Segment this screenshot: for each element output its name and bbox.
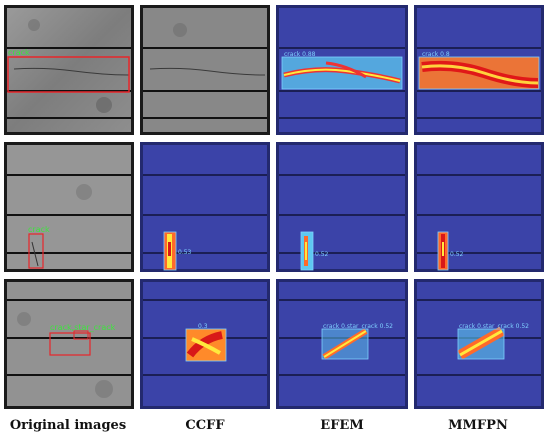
panel-row1-efem: crack 0.88 bbox=[276, 5, 408, 135]
panel-row3-mmfpn: crack 0.star_crack 0.52 bbox=[414, 279, 544, 409]
column-label-ccff: CCFF bbox=[185, 418, 225, 433]
panel-row2-ccff: 0.53 bbox=[140, 142, 270, 272]
gt-box bbox=[49, 332, 91, 356]
panel-row2-efem: 0.52 bbox=[276, 142, 408, 272]
pred-label: 0.52 bbox=[450, 251, 464, 258]
pred-box bbox=[457, 328, 505, 360]
panel-row1-mmfpn: crack 0.8 bbox=[414, 5, 544, 135]
gt-label: crack,star_crack bbox=[50, 323, 116, 332]
panel-row2-original: crack bbox=[4, 142, 134, 272]
pred-label: crack 0.star_crack 0.52 bbox=[459, 323, 529, 330]
gt-box-small bbox=[73, 330, 89, 340]
panel-row3-ccff: 0.3 bbox=[140, 279, 270, 409]
pred-box bbox=[321, 328, 369, 360]
panel-row1-original: crack bbox=[4, 5, 134, 135]
panel-row2-mmfpn: 0.52 bbox=[414, 142, 544, 272]
panel-row1-ccff bbox=[140, 5, 270, 135]
pred-label: crack 0.star_crack 0.52 bbox=[323, 323, 393, 330]
pred-label: 0.3 bbox=[198, 323, 208, 330]
pred-box bbox=[185, 328, 227, 362]
pred-box bbox=[418, 56, 540, 90]
column-label-efem: EFEM bbox=[320, 418, 364, 433]
gt-label: crack bbox=[8, 48, 30, 57]
panel-row3-efem: crack 0.star_crack 0.52 bbox=[276, 279, 408, 409]
panel-row3-original: crack,star_crack bbox=[4, 279, 134, 409]
gt-box bbox=[7, 56, 130, 93]
pred-box bbox=[300, 231, 314, 271]
pred-label: crack 0.8 bbox=[422, 51, 450, 58]
pred-label: 0.52 bbox=[315, 251, 329, 258]
column-label-mmfpn: MMFPN bbox=[448, 418, 508, 433]
gt-box bbox=[28, 233, 44, 269]
pred-box bbox=[437, 231, 449, 271]
pred-box bbox=[281, 56, 403, 90]
column-label-original: Original images bbox=[9, 418, 127, 433]
pred-label: 0.53 bbox=[178, 249, 192, 256]
pred-box bbox=[163, 231, 177, 271]
pred-label: crack 0.88 bbox=[284, 51, 316, 58]
gt-label: crack bbox=[28, 225, 50, 234]
